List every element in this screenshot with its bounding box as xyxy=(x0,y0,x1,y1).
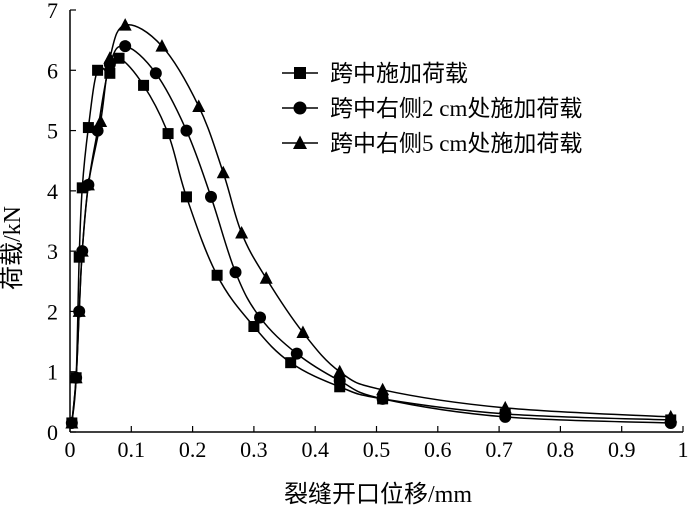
x-tick-label: 0.3 xyxy=(240,437,268,462)
marker-triangle xyxy=(333,364,347,378)
marker-triangle xyxy=(296,325,310,339)
y-tick-label: 3 xyxy=(47,239,58,264)
legend-label: 跨中右侧5 cm处施加荷载 xyxy=(330,131,582,156)
legend-label: 跨中右侧2 cm处施加荷载 xyxy=(330,96,582,121)
x-tick-label: 1 xyxy=(678,437,689,462)
marker-square xyxy=(82,122,94,134)
marker-square xyxy=(138,79,150,91)
series-3 xyxy=(65,18,678,429)
marker-square xyxy=(162,128,174,140)
marker-circle xyxy=(254,311,267,324)
marker-circle xyxy=(149,67,162,80)
marker-square xyxy=(248,321,260,332)
marker-triangle xyxy=(81,177,95,191)
x-tick-label: 0.4 xyxy=(301,437,329,462)
x-tick-label: 0.1 xyxy=(118,437,146,462)
marker-triangle xyxy=(65,415,79,429)
marker-triangle xyxy=(72,304,86,317)
y-tick-label: 4 xyxy=(47,179,58,204)
marker-square xyxy=(113,52,125,64)
marker-circle xyxy=(119,40,132,53)
marker-circle xyxy=(91,124,104,137)
marker-triangle xyxy=(293,135,307,149)
axes: 0 0.1 0.2 0.3 0.4 0.5 0.6 0.7 0.8 0.9 1 0 1 2 3 4 5 6 7 xyxy=(47,0,689,462)
marker-triangle xyxy=(118,18,132,31)
marker-triangle xyxy=(259,271,273,284)
x-tick-label: 0.7 xyxy=(485,437,513,462)
y-axis-label: 荷载/kN xyxy=(0,206,26,290)
marker-square xyxy=(73,251,85,263)
marker-square xyxy=(334,381,346,393)
marker-triangle xyxy=(376,382,390,396)
x-tick-label: 0 xyxy=(65,437,76,462)
x-tick-label: 0.2 xyxy=(179,437,207,462)
legend-label: 跨中施加荷载 xyxy=(330,61,468,86)
marker-triangle xyxy=(94,114,108,128)
marker-circle xyxy=(290,347,303,360)
y-tick-label: 7 xyxy=(47,0,58,23)
marker-triangle xyxy=(192,99,206,112)
marker-triangle xyxy=(498,400,512,414)
marker-triangle xyxy=(155,39,169,52)
legend-item-1: 跨中施加荷载 xyxy=(282,61,468,86)
marker-circle xyxy=(204,190,217,203)
marker-circle xyxy=(376,392,389,405)
series-layer xyxy=(65,18,678,429)
marker-square xyxy=(211,269,223,281)
marker-triangle xyxy=(69,370,83,384)
marker-triangle xyxy=(664,409,678,423)
x-tick-label: 0.6 xyxy=(424,437,452,462)
legend-item-2: 跨中右侧2 cm处施加荷载 xyxy=(282,96,582,121)
x-tick-label: 0.9 xyxy=(608,437,636,462)
marker-triangle xyxy=(103,51,117,64)
marker-square xyxy=(104,67,116,79)
legend-item-3: 跨中右侧5 cm处施加荷载 xyxy=(282,131,582,156)
x-axis-label: 裂缝开口位移/mm xyxy=(284,481,472,508)
x-tick-label: 0.8 xyxy=(547,437,575,462)
marker-triangle xyxy=(235,226,249,239)
marker-square xyxy=(76,182,88,194)
y-tick-label: 2 xyxy=(47,299,58,324)
marker-triangle xyxy=(75,244,89,257)
y-tick-label: 5 xyxy=(47,119,58,144)
marker-square xyxy=(294,67,306,79)
marker-circle xyxy=(333,374,346,387)
marker-triangle xyxy=(216,165,230,179)
marker-circle xyxy=(180,124,193,137)
y-tick-label: 6 xyxy=(47,58,58,83)
y-tick-label: 0 xyxy=(47,420,58,445)
marker-square xyxy=(285,357,297,369)
marker-square xyxy=(92,64,104,76)
x-tick-label: 0.5 xyxy=(363,437,391,462)
y-tick-label: 1 xyxy=(47,360,58,385)
marker-square xyxy=(180,191,192,203)
marker-circle xyxy=(229,266,242,279)
marker-circle xyxy=(293,101,307,115)
marker-circle xyxy=(499,410,512,423)
